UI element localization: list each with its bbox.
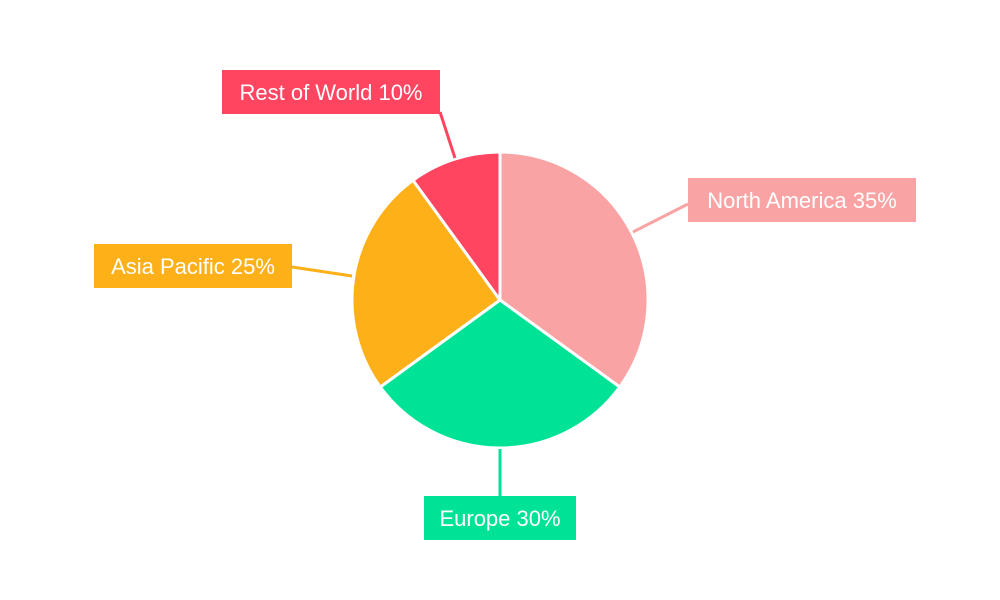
data-label-rest-of-world: Rest of World 10% xyxy=(239,80,422,105)
data-label-box-europe xyxy=(424,496,576,540)
data-label-box-asia-pacific xyxy=(94,244,292,288)
data-label-europe: Europe 30% xyxy=(439,506,560,531)
data-label-asia-pacific: Asia Pacific 25% xyxy=(111,254,275,279)
leader-line-asia-pacific xyxy=(291,265,353,278)
pie-slice-europe[interactable] xyxy=(378,298,622,450)
data-label-box-rest-of-world xyxy=(222,70,440,114)
leader-line-rest-of-world xyxy=(438,111,457,159)
leader-line-north-america xyxy=(632,202,689,234)
pie-slice-north-america[interactable] xyxy=(498,150,650,389)
pie-slice-asia-pacific[interactable] xyxy=(350,178,502,389)
data-label-north-america: North America 35% xyxy=(707,188,897,213)
pie-slice-rest-of-world[interactable] xyxy=(411,150,502,302)
data-label-box-north-america xyxy=(688,178,916,222)
